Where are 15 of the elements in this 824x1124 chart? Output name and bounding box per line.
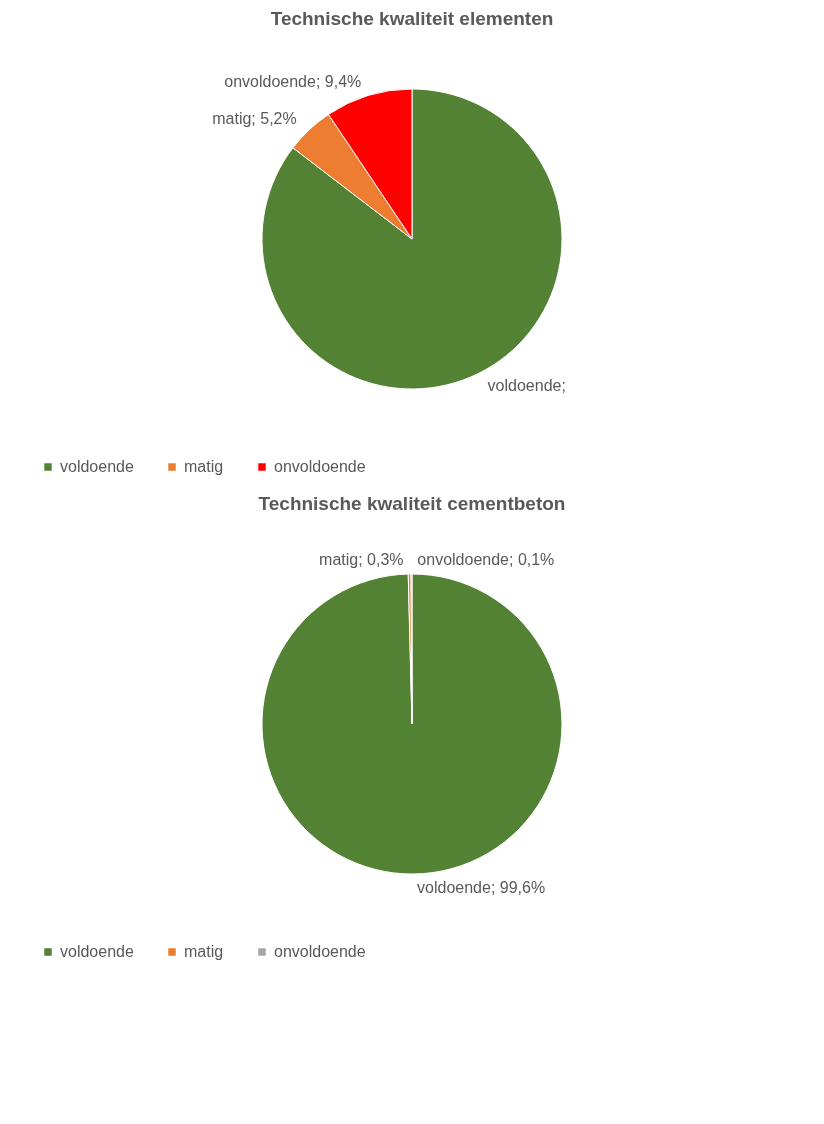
data-label: matig; 0,3% xyxy=(319,551,404,569)
chart-title: Technische kwaliteit elementen xyxy=(270,8,554,29)
data-label: voldoende; xyxy=(487,377,566,395)
chart-title: Technische kwaliteit cementbeton xyxy=(258,493,566,514)
pie-slice xyxy=(261,573,563,875)
legend-label: matig xyxy=(184,943,224,960)
legend-label: onvoldoende xyxy=(274,943,366,960)
legend-label: onvoldoende xyxy=(274,458,366,475)
data-label: voldoende; 99,6% xyxy=(417,878,546,896)
legend-label: voldoende xyxy=(60,458,134,475)
data-label: onvoldoende; 9,4% xyxy=(224,73,362,91)
legend-label: voldoende xyxy=(60,943,134,960)
legend-label: matig xyxy=(184,458,224,475)
data-label: onvoldoende; 0,1% xyxy=(417,551,555,569)
data-label: matig; 5,2% xyxy=(212,110,297,128)
